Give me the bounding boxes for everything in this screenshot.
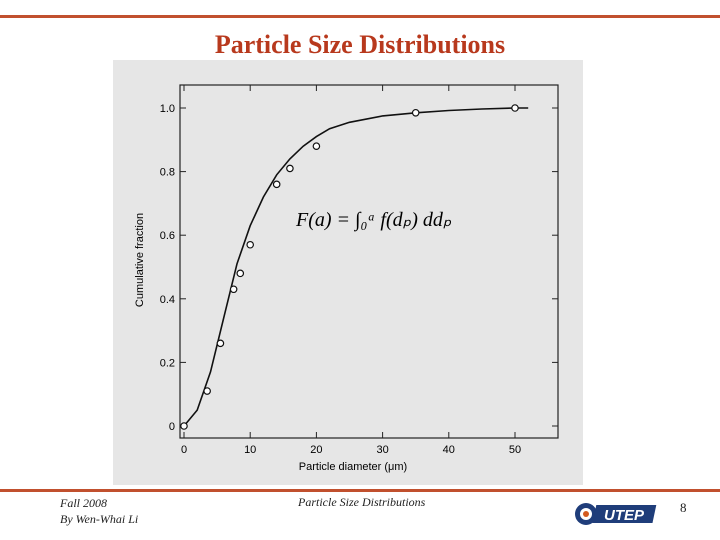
data-point	[286, 164, 294, 173]
data-point	[411, 108, 420, 117]
utep-logo: UTEP	[575, 503, 657, 525]
data-point	[272, 180, 281, 189]
data-point	[216, 339, 225, 348]
data-point	[246, 240, 255, 249]
data-point	[180, 422, 188, 430]
x-tick-label: 10	[244, 444, 256, 456]
footer-author: By Wen-Whai Li	[60, 512, 139, 526]
page-number: 8	[680, 500, 687, 515]
slide-title: Particle Size Distributions	[214, 30, 506, 59]
formula: F(a) = ∫₀ᵃ f(dₚ) ddₚ	[295, 209, 452, 232]
y-tick-label: 0	[169, 421, 175, 433]
data-point	[511, 104, 519, 112]
y-axis-label: Cumulative fraction	[134, 213, 146, 307]
footer-left: Fall 2008 By Wen-Whai Li	[60, 495, 138, 527]
y-tick-label: 0.2	[160, 357, 175, 369]
y-tick-label: 0.4	[160, 294, 175, 306]
data-point	[312, 142, 321, 150]
x-tick-label: 0	[181, 444, 187, 456]
logo-text: UTEP	[604, 507, 645, 524]
scanned-figure: 0 0.2 0.4 0.6 0.8 1.0 0 10 20 30 40 50 Cumulative …	[113, 60, 583, 485]
data-point	[236, 269, 245, 278]
data-point	[203, 387, 211, 395]
top-rule	[0, 15, 720, 18]
footer-term: Fall 2008	[60, 496, 107, 510]
plot-frame	[179, 84, 559, 439]
distribution-curve	[183, 107, 529, 427]
x-tick-label: 40	[443, 444, 455, 456]
x-tick-label: 50	[509, 444, 521, 456]
x-axis-label: Particle diameter (μm)	[299, 461, 407, 473]
data-point	[229, 285, 238, 294]
y-tick-label: 0.6	[160, 230, 175, 242]
cumulative-distribution-chart: 0 0.2 0.4 0.6 0.8 1.0 0 10 20 30 40 50 Cumulative …	[134, 84, 559, 473]
y-tick-label: 1.0	[160, 103, 175, 115]
x-tick-label: 20	[310, 444, 322, 456]
x-tick-label: 30	[376, 444, 388, 456]
bottom-rule	[0, 489, 720, 492]
y-tick-label: 0.8	[160, 167, 175, 179]
footer-center-title: Particle Size Distributions	[298, 495, 426, 509]
